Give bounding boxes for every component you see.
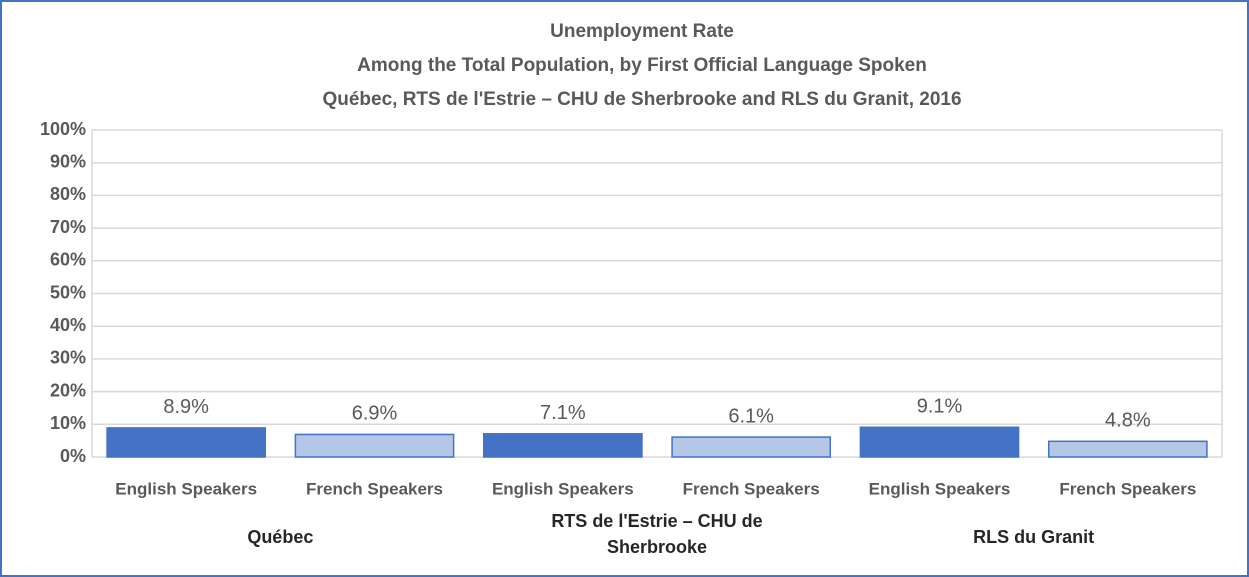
data-label: 7.1% bbox=[540, 402, 586, 424]
y-tick-label: 50% bbox=[50, 282, 86, 302]
data-label: 6.9% bbox=[352, 403, 398, 425]
data-label: 4.8% bbox=[1105, 410, 1151, 432]
group-label: RLS du Granit bbox=[973, 527, 1095, 547]
data-label: 6.1% bbox=[728, 405, 774, 427]
y-tick-label: 60% bbox=[50, 250, 86, 270]
y-tick-label: 20% bbox=[50, 380, 86, 400]
x-tick-label: English Speakers bbox=[115, 479, 257, 498]
data-label: 8.9% bbox=[163, 396, 209, 418]
bar bbox=[1047, 440, 1208, 458]
group-label: Québec bbox=[247, 527, 314, 547]
data-label: 9.1% bbox=[917, 396, 963, 418]
x-tick-label: English Speakers bbox=[492, 479, 634, 498]
bar bbox=[671, 436, 832, 458]
bar bbox=[482, 433, 643, 458]
y-tick-label: 30% bbox=[50, 348, 86, 368]
group-label: RTS de l'Estrie – CHU de Sherbrooke bbox=[551, 511, 763, 557]
x-tick-label: English Speakers bbox=[869, 479, 1011, 498]
bar bbox=[859, 426, 1020, 458]
x-tick-label: French Speakers bbox=[306, 479, 443, 498]
y-tick-label: 70% bbox=[50, 217, 86, 237]
bar bbox=[106, 427, 267, 458]
y-tick-label: 0% bbox=[60, 446, 86, 466]
x-tick-label: French Speakers bbox=[1059, 479, 1196, 498]
y-tick-label: 40% bbox=[50, 315, 86, 335]
chart-subtitle: Among the Total Population, by First Off… bbox=[357, 55, 927, 76]
x-tick-label: French Speakers bbox=[683, 479, 820, 498]
y-tick-label: 90% bbox=[50, 151, 86, 171]
y-tick-label: 10% bbox=[50, 413, 86, 433]
y-tick-label: 80% bbox=[50, 184, 86, 204]
chart-subtitle: Québec, RTS de l'Estrie – CHU de Sherbro… bbox=[322, 89, 961, 110]
y-tick-label: 100% bbox=[40, 119, 86, 139]
bar bbox=[294, 433, 455, 458]
chart-title: Unemployment Rate bbox=[550, 21, 734, 42]
